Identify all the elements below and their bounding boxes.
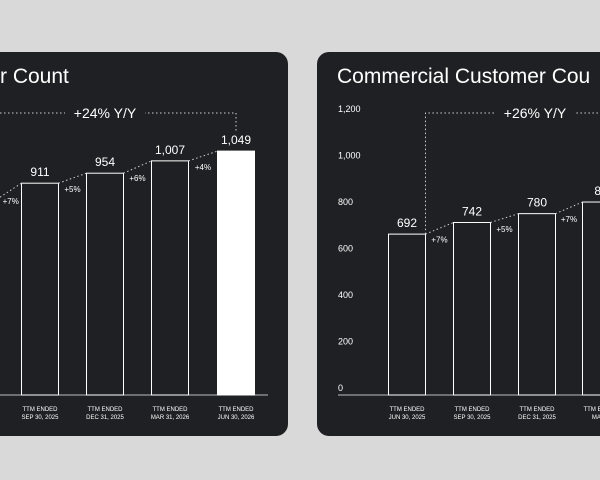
connector [555, 201, 583, 215]
bar [151, 160, 189, 396]
y-tick-label: 600 [338, 244, 353, 254]
annotation: +26% Y/Y [504, 105, 567, 121]
y-tick-label: 1,200 [338, 104, 361, 114]
x-tick-label: TTM ENDED [23, 407, 59, 413]
change-label: +7% [431, 235, 447, 244]
connector [425, 222, 454, 235]
x-tick-label: SEP 30, 2025 [22, 415, 60, 421]
value-label: 742 [462, 204, 482, 218]
change-label: +4% [195, 163, 211, 172]
connector [490, 213, 519, 223]
x-tick-label: MAR 31, 2026 [151, 415, 190, 421]
x-tick-label: JUN 30, 2025 [389, 415, 426, 421]
x-tick-label: MAR 3 [592, 415, 600, 421]
bar [518, 213, 556, 396]
bar [388, 233, 426, 396]
x-tick-label: TTM ENDED [153, 407, 189, 413]
connector [123, 160, 152, 174]
chart-title: Commercial Customer Cou [337, 65, 590, 88]
change-label: +5% [496, 225, 512, 234]
y-tick-label: 800 [338, 197, 353, 207]
y-tick-label: 0 [338, 383, 343, 393]
card [0, 52, 288, 436]
x-tick-label: DEC 31, 2025 [518, 415, 556, 421]
card [317, 52, 600, 436]
bar [217, 150, 255, 396]
x-tick-label: TTM ENDED [390, 407, 426, 413]
connector [188, 150, 218, 162]
value-label: 692 [397, 216, 417, 230]
y-tick-label: 200 [338, 337, 353, 347]
x-tick-label: TTM ENDED [520, 407, 556, 413]
x-tick-label: JUN 30, 2026 [218, 415, 255, 421]
y-tick-label: 1,000 [338, 151, 361, 161]
chart-title: r Count [0, 65, 69, 88]
x-tick-label: SEP 30, 2025 [454, 415, 492, 421]
bar [21, 182, 59, 396]
x-tick-label: TTM ENDED [455, 407, 491, 413]
annotation-bg [65, 104, 145, 122]
value-label: 1,007 [155, 143, 185, 157]
change-label: +5% [64, 185, 80, 194]
bar [86, 172, 124, 396]
y-tick-label: 400 [338, 290, 353, 300]
value-label: 911 [30, 165, 49, 179]
value-label: 83 [594, 184, 600, 198]
x-tick-label: DEC 31, 2025 [86, 415, 124, 421]
annotation: +24% Y/Y [74, 105, 137, 121]
change-label: +7% [3, 197, 19, 206]
change-label: +7% [561, 215, 577, 224]
x-tick-label: TTM ENDED [219, 407, 255, 413]
x-tick-label: TTM ENDED [88, 407, 124, 413]
annotation-bg [495, 104, 575, 122]
change-label: +6% [129, 174, 145, 183]
bar [582, 201, 600, 396]
value-label: 1,049 [221, 133, 251, 147]
value-label: 780 [527, 196, 547, 210]
yoy-bracket [0, 112, 237, 132]
connector [0, 182, 22, 198]
bar [453, 221, 491, 396]
x-tick-label: TTM ENDED [584, 407, 600, 413]
connector [58, 172, 87, 184]
value-label: 954 [95, 155, 115, 169]
